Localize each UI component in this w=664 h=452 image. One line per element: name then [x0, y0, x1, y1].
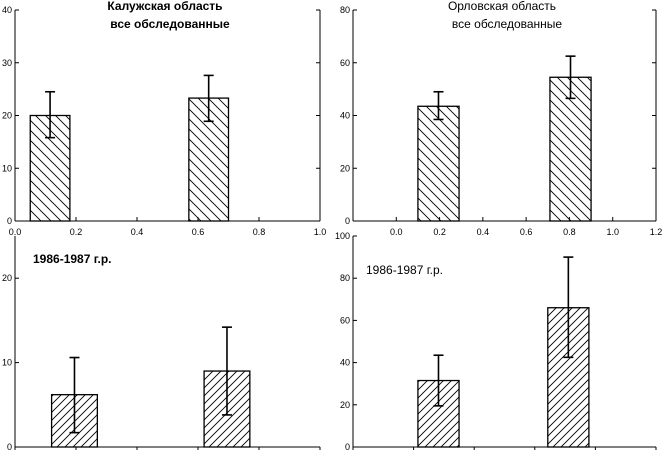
y-tick-label: 20 — [2, 273, 12, 283]
bars — [29, 74, 230, 222]
axes: 0 20 40 60 80 0.0 0.2 0.4 0.6 0.8 1.0 1.2 — [340, 5, 662, 237]
x-tick-label: 0.0 — [9, 227, 22, 237]
y-tick-label: 80 — [340, 273, 350, 283]
y-tick-label: 40 — [2, 5, 12, 15]
panel-kaluga-1986-1987: 1986-1987 г.р. 0 10 20 — [2, 236, 321, 452]
bar-1 — [417, 105, 460, 222]
axes: 0 20 40 60 80 100 — [335, 231, 657, 452]
error-bar-2 — [565, 55, 576, 100]
panel-kaluga-all: Калужская область все обследованные 0 10 2… — [2, 0, 326, 237]
bars — [417, 256, 590, 448]
y-tick-label: 80 — [340, 5, 350, 15]
y-tick-label: 40 — [340, 111, 350, 121]
y-tick-label: 100 — [335, 231, 350, 241]
x-tick-label: 0.2 — [433, 227, 446, 237]
panel-subtitle: все обследованные — [110, 17, 230, 31]
y-tick-label: 10 — [2, 358, 12, 368]
y-tick-label: 30 — [2, 58, 12, 68]
bars — [50, 326, 251, 448]
panel-title: 1986-1987 г.р. — [366, 263, 443, 277]
y-tick-label: 10 — [2, 163, 12, 173]
y-tick-label: 0 — [7, 216, 12, 226]
panel-title: Орловская область — [448, 0, 556, 13]
panel-orel-all: Орловская область все обследованные 0 20 4… — [340, 0, 662, 237]
y-tick-label: 0 — [345, 442, 350, 452]
error-bar-2 — [563, 256, 574, 359]
panel-title: Калужская область — [107, 0, 222, 13]
y-tick-label: 20 — [2, 111, 12, 121]
axes: 0 10 20 — [2, 236, 321, 452]
x-tick-label: 0.6 — [520, 227, 533, 237]
error-bar-1 — [433, 354, 444, 407]
y-tick-label: 0 — [7, 442, 12, 452]
y-tick-label: 40 — [340, 358, 350, 368]
x-tick-label: 1.2 — [650, 227, 663, 237]
x-tick-label: 0.0 — [390, 227, 403, 237]
bars — [417, 55, 592, 222]
x-tick-label: 1.0 — [606, 227, 619, 237]
y-tick-label: 20 — [340, 400, 350, 410]
panel-subtitle: все обследованные — [452, 17, 563, 31]
y-tick-label: 0 — [345, 216, 350, 226]
panel-orel-1986-1987: 1986-1987 г.р. 0 20 40 60 80 100 — [335, 231, 657, 452]
x-tick-label: 0.8 — [563, 227, 576, 237]
y-tick-label: 60 — [340, 315, 350, 325]
axes: 0 10 20 30 40 0.0 0.2 0.4 0.6 0.8 1.0 — [2, 5, 326, 237]
x-tick-label: 0.4 — [477, 227, 490, 237]
y-tick-label: 20 — [340, 163, 350, 173]
y-tick-label: 60 — [340, 58, 350, 68]
error-bar-1 — [433, 90, 444, 121]
x-tick-label: 0.6 — [192, 227, 205, 237]
error-bar-1 — [45, 90, 56, 139]
panel-title: 1986-1987 г.р. — [33, 252, 112, 266]
x-tick-label: 1.0 — [314, 227, 327, 237]
error-bar-2 — [221, 326, 232, 416]
error-bar-2 — [203, 74, 214, 123]
x-tick-label: 0.4 — [131, 227, 144, 237]
x-tick-label: 0.2 — [70, 227, 83, 237]
error-bar-1 — [69, 356, 80, 434]
x-tick-label: 0.8 — [253, 227, 266, 237]
